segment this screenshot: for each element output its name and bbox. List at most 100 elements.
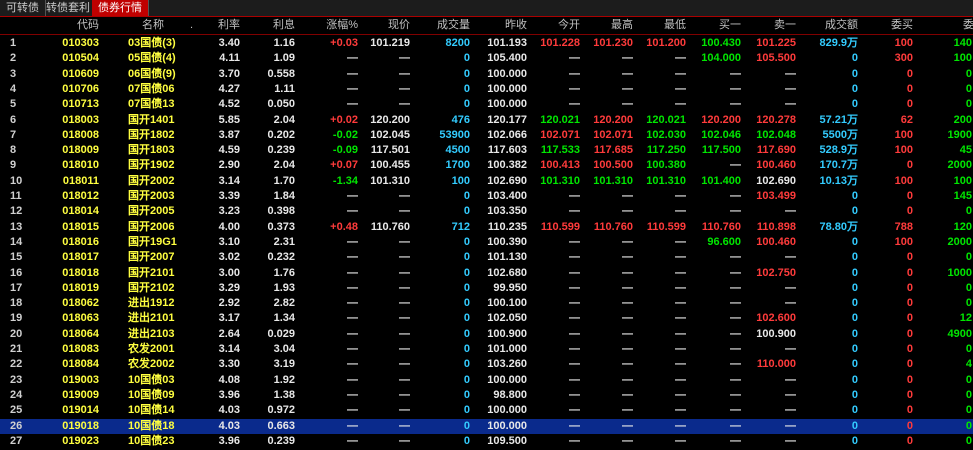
table-cell: — xyxy=(622,205,633,218)
table-cell: — xyxy=(569,266,580,279)
table-cell: — xyxy=(622,281,633,294)
table-cell: — xyxy=(675,312,686,325)
table-cell: — xyxy=(785,419,796,432)
table-cell: — xyxy=(785,98,796,111)
table-cell: 120.177 xyxy=(487,113,527,126)
table-cell: 5.85 xyxy=(218,113,240,126)
table-cell: — xyxy=(622,358,633,371)
table-cell: 9 xyxy=(10,159,17,172)
column-header: 委买 xyxy=(891,19,913,31)
table-cell: 0 xyxy=(463,312,470,325)
table-cell: 018015 xyxy=(62,220,99,233)
column-header: 代码 xyxy=(77,19,99,31)
table-cell: — xyxy=(569,297,580,310)
table-cell: 0 xyxy=(851,343,858,355)
table-cell: 1 xyxy=(10,37,17,49)
table-cell: 200 xyxy=(953,113,972,126)
table-cell: 788 xyxy=(894,220,913,233)
table-cell: — xyxy=(675,190,686,202)
table-cell: 4500 xyxy=(445,144,470,157)
table-cell: — xyxy=(785,82,796,95)
table-cell: 1900 xyxy=(947,128,972,141)
tab[interactable]: 可转债 xyxy=(0,0,46,16)
table-cell: — xyxy=(399,281,410,294)
table-cell: 4.00 xyxy=(218,220,240,233)
table-cell: +0.03 xyxy=(330,37,358,49)
table-cell: 010706 xyxy=(62,82,99,95)
table-cell: 0 xyxy=(906,297,913,310)
table-cell: 国开1902 xyxy=(128,159,175,172)
table-cell: 3.39 xyxy=(218,190,240,202)
table-cell: 26 xyxy=(10,419,23,432)
table-cell: — xyxy=(569,343,580,355)
table-cell: 45 xyxy=(959,144,972,157)
table-cell: 101.228 xyxy=(540,37,580,49)
table-cell: — xyxy=(622,67,633,80)
table-cell: 1.70 xyxy=(273,174,295,187)
table-cell: — xyxy=(569,358,580,371)
table-cell: 0 xyxy=(463,404,470,417)
tab[interactable]: 债券行情 xyxy=(92,0,149,16)
table-cell: 117.685 xyxy=(593,144,633,157)
table-cell: 0 xyxy=(463,434,470,447)
table-cell: 0 xyxy=(851,297,858,310)
table-cell: — xyxy=(399,419,410,432)
table-cell: 1.84 xyxy=(273,190,295,202)
table-cell: 018083 xyxy=(62,343,99,355)
table-cell: — xyxy=(675,327,686,340)
table-cell: 117.501 xyxy=(370,144,410,157)
table-cell: — xyxy=(399,235,410,248)
table-cell: 019014 xyxy=(62,404,99,417)
table-cell: 20 xyxy=(10,327,23,340)
table-cell: — xyxy=(569,235,580,248)
table-cell: 0.373 xyxy=(267,220,295,233)
column-header: 买一 xyxy=(719,19,741,31)
table-cell: 103.499 xyxy=(756,190,796,202)
table-cell: — xyxy=(399,205,410,218)
table-cell: 101.310 xyxy=(370,174,410,187)
table-cell: 120.200 xyxy=(370,113,410,126)
header-divider xyxy=(0,34,973,35)
table-cell: — xyxy=(399,82,410,95)
table-cell: — xyxy=(347,281,358,294)
table-cell: 110.599 xyxy=(646,220,686,233)
table-cell: 120 xyxy=(953,220,972,233)
table-cell: — xyxy=(347,235,358,248)
table-cell: — xyxy=(347,266,358,279)
table-cell: 17 xyxy=(10,281,23,294)
table-cell: 0 xyxy=(851,312,858,325)
table-cell: — xyxy=(675,205,686,218)
table-cell: 102.750 xyxy=(756,266,796,279)
table-cell: 78.80万 xyxy=(819,220,858,233)
table-cell: 0.029 xyxy=(267,327,295,340)
table-cell: — xyxy=(399,343,410,355)
table-cell: — xyxy=(730,312,741,325)
table-cell: 2.64 xyxy=(218,327,240,340)
table-cell: — xyxy=(569,419,580,432)
table-cell: 0.232 xyxy=(267,251,295,264)
table-cell: 117.500 xyxy=(701,144,741,157)
table-cell: 1700 xyxy=(445,159,470,172)
table-cell: 101.230 xyxy=(593,37,633,49)
table-cell: 0 xyxy=(851,404,858,417)
table-cell: 0 xyxy=(463,327,470,340)
table-cell: — xyxy=(730,388,741,401)
table-cell: — xyxy=(569,52,580,65)
tab[interactable]: 转债套利 xyxy=(40,0,97,16)
table-cell: — xyxy=(399,434,410,447)
column-header: 最高 xyxy=(611,19,633,31)
table-cell: 0 xyxy=(851,266,858,279)
table-cell: 2.82 xyxy=(273,297,295,310)
table-cell: 24 xyxy=(10,388,23,401)
table-cell: 019018 xyxy=(62,419,99,432)
table-cell: 1.11 xyxy=(274,82,295,95)
table-cell: 1.76 xyxy=(273,266,295,279)
table-cell: 0 xyxy=(463,52,470,65)
table-cell: 100.460 xyxy=(756,235,796,248)
table-cell: 0 xyxy=(463,82,470,95)
table-cell: 0 xyxy=(906,159,913,172)
table-cell: 1.92 xyxy=(273,373,295,386)
table-cell: 0 xyxy=(906,190,913,202)
table-cell: 国开1802 xyxy=(128,128,175,141)
table-cell: 018012 xyxy=(62,190,99,202)
